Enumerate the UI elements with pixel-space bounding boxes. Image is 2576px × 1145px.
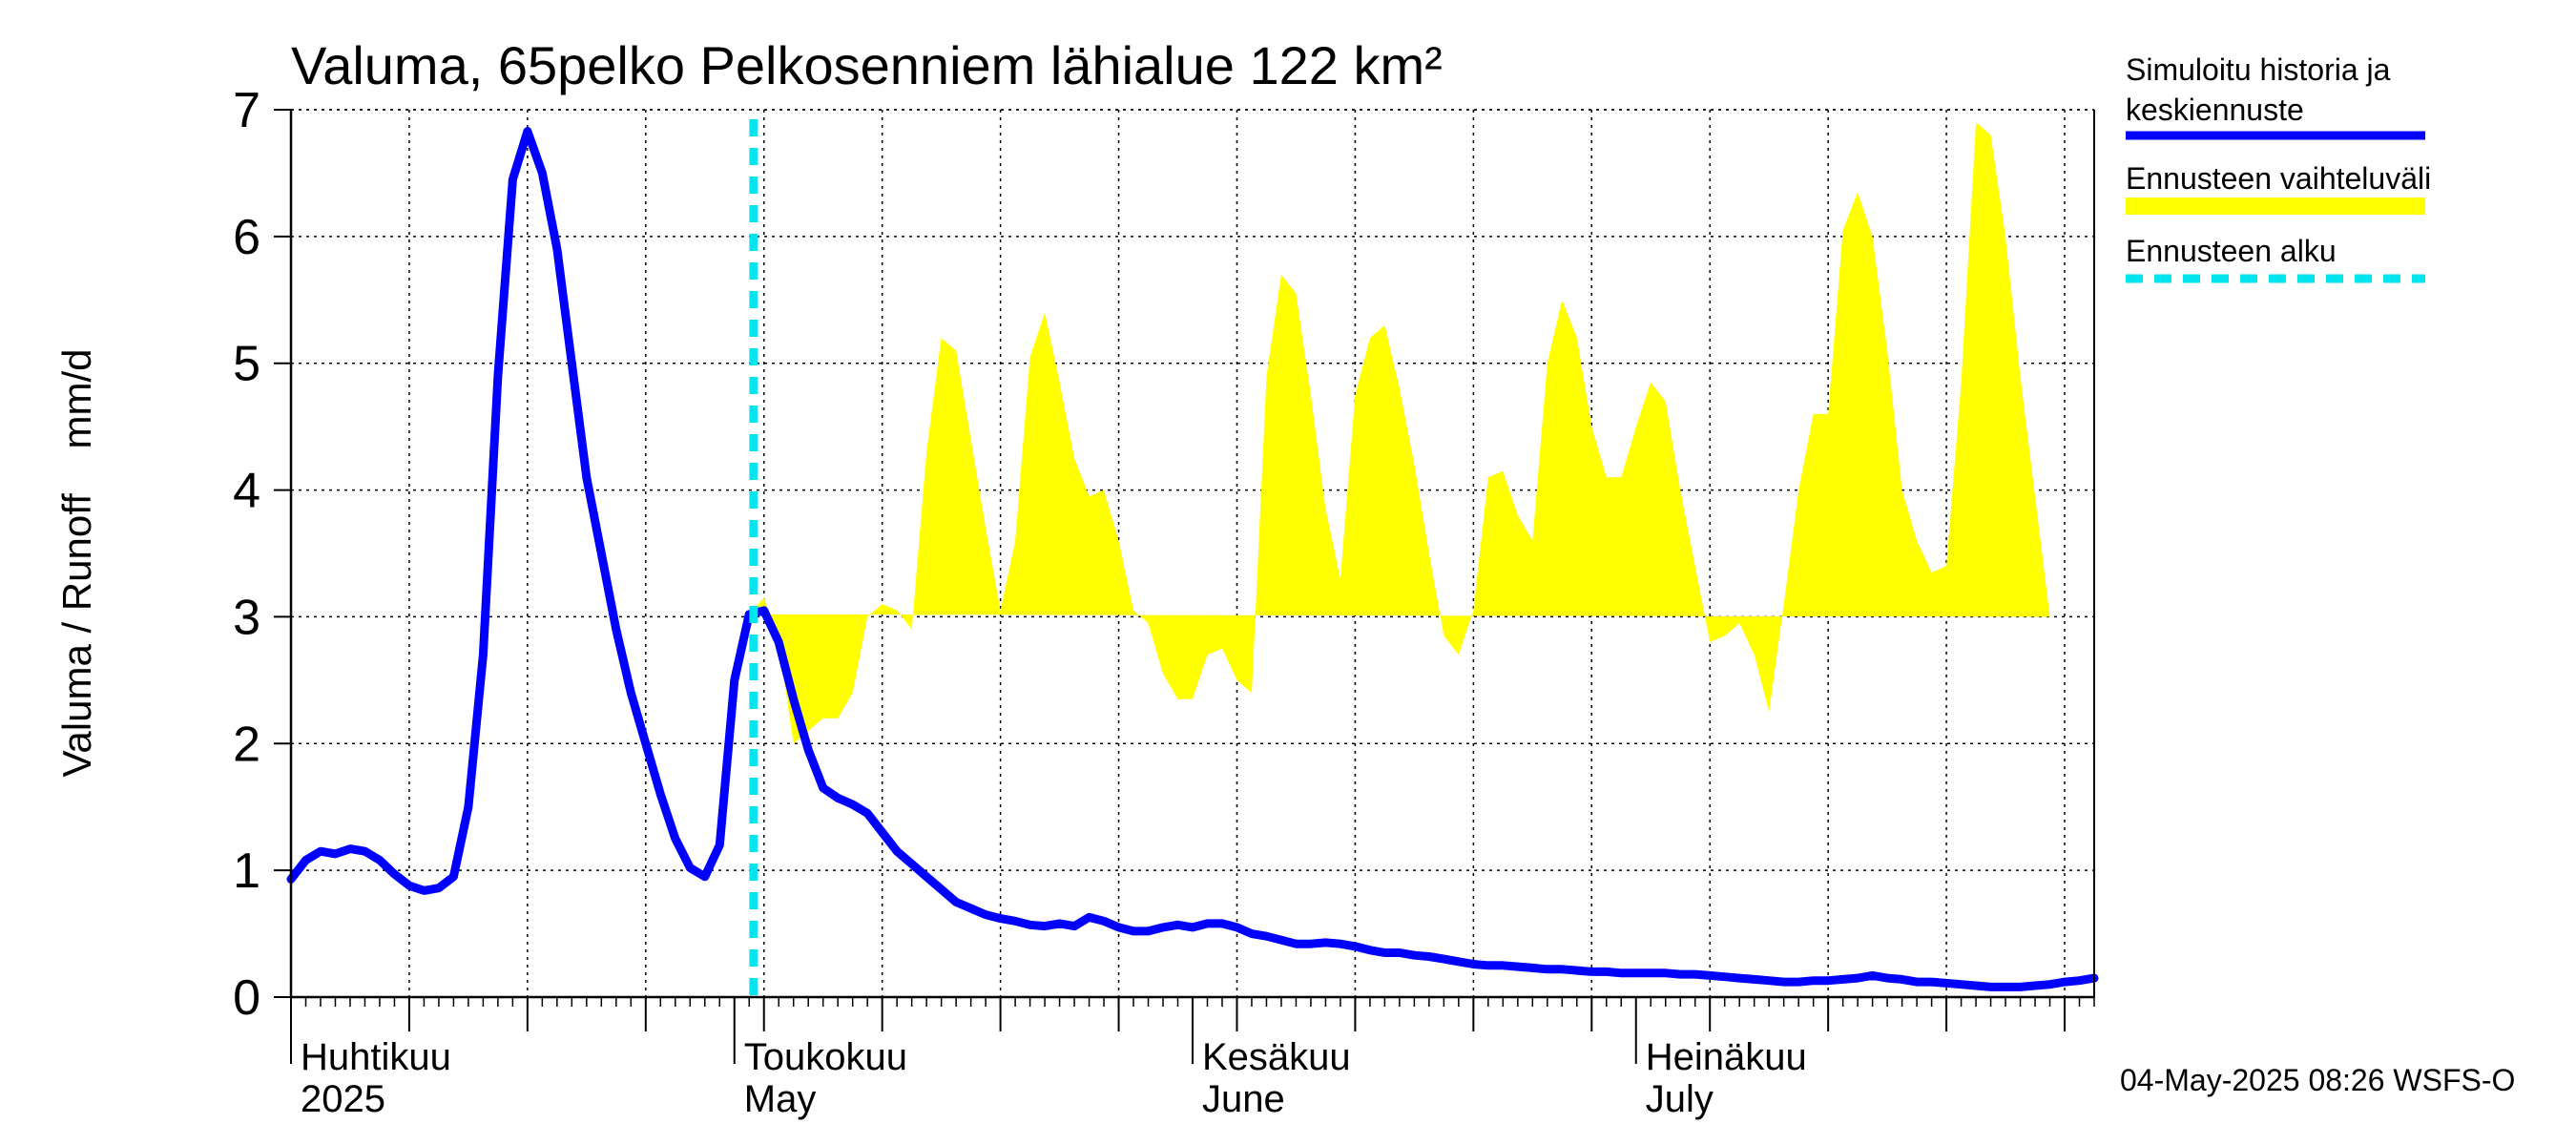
month-label: Heinäkuu bbox=[1646, 1036, 1807, 1078]
forecast-range-band bbox=[749, 122, 2050, 744]
y-tick-label: 0 bbox=[233, 970, 260, 1026]
y-tick-label: 4 bbox=[233, 464, 260, 519]
forecast-band-area bbox=[749, 122, 2050, 744]
y-tick-label: 5 bbox=[233, 337, 260, 392]
month-sublabel: May bbox=[744, 1078, 817, 1120]
month-sublabel: 2025 bbox=[301, 1078, 385, 1120]
y-axis-ticks: 0 1 2 3 4 5 6 7 bbox=[233, 83, 291, 1026]
history-line bbox=[286, 127, 2099, 991]
y-axis-label: Valuma / Runoff mm/d bbox=[54, 349, 99, 778]
y-tick-label: 6 bbox=[233, 210, 260, 265]
chart-title: Valuma, 65pelko Pelkosenniem lähialue 12… bbox=[291, 35, 1443, 95]
month-label: Toukokuu bbox=[744, 1036, 907, 1078]
month-label: Kesäkuu bbox=[1202, 1036, 1351, 1078]
legend-forecast-start-label: Ennusteen alku bbox=[2126, 234, 2337, 268]
y-tick-label: 2 bbox=[233, 717, 260, 772]
month-sublabel: July bbox=[1646, 1078, 1714, 1120]
month-label: Huhtikuu bbox=[301, 1036, 451, 1078]
legend-band-label: Ennusteen vaihteluväli bbox=[2126, 161, 2431, 196]
month-sublabel: June bbox=[1202, 1078, 1285, 1120]
legend: Simuloitu historia ja keskiennuste Ennus… bbox=[2126, 52, 2431, 283]
legend-history-label-line1: Simuloitu historia ja bbox=[2126, 52, 2391, 87]
y-tick-label: 3 bbox=[233, 590, 260, 645]
legend-history-label-line2: keskiennuste bbox=[2126, 93, 2304, 127]
history-series bbox=[286, 127, 2099, 991]
timestamp-footer: 04-May-2025 08:26 WSFS-O bbox=[2120, 1063, 2515, 1097]
y-tick-label: 7 bbox=[233, 83, 260, 138]
y-tick-label: 1 bbox=[233, 843, 260, 899]
